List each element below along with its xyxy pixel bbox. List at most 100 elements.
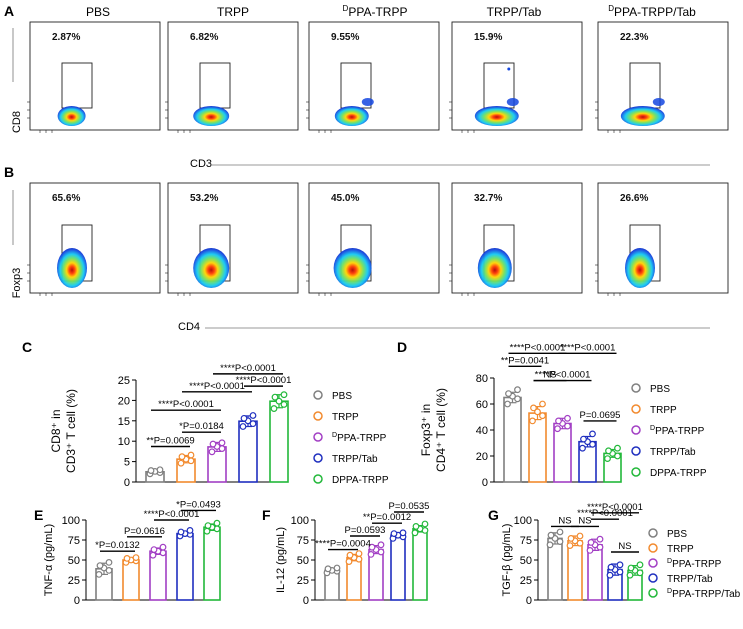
data-point [178,453,186,461]
flow-plot-b-5: 26.6% [595,182,729,296]
density-blob [625,248,655,288]
data-point [539,412,546,420]
data-point [324,565,332,573]
y-tick-label: 75 [68,535,80,547]
significance-label: ****P<0.0001 [189,381,245,392]
significance-label: *P=0.0493 [176,499,221,510]
data-point [616,561,624,569]
data-point [249,420,257,428]
bar [553,422,572,483]
y-axis-label: CD3⁺ T cell (%) [64,389,78,473]
legend-c: PBS TRPP DPPA-TRPP TRPP/Tab DPPA-TRPP [313,390,389,486]
legend-label: PBS [332,391,352,402]
legend-label: TRPP [650,405,677,416]
plot-frame [308,21,440,131]
density-blob [474,106,519,126]
y-tick-label: 10 [118,436,130,448]
density-blob [334,106,369,126]
density-spot [652,98,665,106]
plot-frame [308,182,440,294]
data-point [271,393,279,401]
panel-letter-e: E [34,507,43,523]
legend-label: DPPA-TRPP [332,475,389,486]
legend-sup: D [332,432,337,439]
y-tick-label: 25 [118,375,130,387]
significance-label: **P=0.0041 [501,355,549,366]
data-point [589,430,596,438]
cd3-axis-label: CD3 [190,158,212,170]
significance-label: ****P<0.0001 [560,342,616,353]
y-tick-label: 0 [526,595,532,607]
significance-label: P=0.0593 [345,525,386,536]
y-tick-label: 0 [482,477,488,489]
y-tick-label: 50 [297,555,309,567]
y-tick-label: 20 [118,395,130,407]
data-point [208,448,216,456]
legend-marker [648,528,658,538]
data-point [367,551,375,558]
panel-letter-d: D [397,339,407,355]
data-point [377,541,385,549]
data-point [529,417,536,425]
legend-marker [631,446,641,456]
title-trpp-tab: TRPP/Tab [487,5,542,19]
data-point [412,523,420,530]
gate-percentage: 53.2% [190,193,218,204]
data-point [576,532,584,540]
y-tick-label: 5 [124,457,130,469]
y-axis-label: TNF-α (pg/mL) [43,524,55,596]
data-point [346,551,354,559]
y-tick-label: 40 [476,425,488,437]
legend-label: TRPP/Tab [650,447,696,458]
significance-label: ****P<0.0001 [535,370,591,381]
data-point [280,401,288,408]
gate-percentage: 32.7% [474,193,502,204]
data-point [177,528,185,536]
data-point [579,444,586,452]
data-point [586,547,594,554]
bar [269,400,289,483]
legend-marker [313,432,323,442]
significance-label: ****P<0.0001 [510,342,566,353]
legend-label: DPPA-TRPP [650,468,707,479]
data-point [614,452,621,460]
panel-letter-c: C [22,339,32,355]
significance-label: ****P<0.0001 [220,363,276,374]
legend-marker [648,543,658,553]
legend-main: PPA-TRPP [337,433,387,444]
panel-letter-f: F [262,507,271,523]
y-tick-label: 80 [476,373,488,385]
data-point [132,554,140,561]
data-point [187,451,195,459]
density-blob [477,248,512,288]
data-point [530,404,537,412]
data-point [159,543,167,551]
data-point [95,571,103,578]
data-point [156,466,164,474]
bar-charts: 0 5 10 15 20 25 CD8⁺ in CD3⁺ T cell (%) **P=0.00… [43,342,644,607]
legend-label: TRPP/Tab [332,454,378,465]
plot-frame [29,21,161,131]
chart-e: 0 25 50 75 100 TNF-α (pg/mL) *P=0.0493****P<0.… [43,499,221,607]
legend-sup: D [667,588,672,595]
data-point [554,425,561,433]
data-point [280,391,288,399]
flow-plot-b-4: 32.7% [449,182,583,296]
flow-plot-b-2: 53.2% [165,182,299,296]
density-blob [57,106,86,126]
data-point [580,435,587,443]
chart-f: 0 25 50 75 100 IL-12 (pg/mL) P=0.0535**P=0.001… [275,501,429,607]
bar [390,534,406,601]
data-point [514,386,521,394]
density-spot [361,98,374,106]
data-point [614,444,621,452]
y-axis-label: CD8⁺ in [49,409,63,452]
density-blob [333,248,372,288]
foxp3-axis-label: Foxp3 [11,268,23,299]
data-point [275,397,283,405]
plot-frame [597,21,729,131]
y-axis-label: Foxp3⁺ in [419,404,433,456]
density-dot [507,67,511,71]
legend-marker [631,467,641,477]
y-tick-label: 0 [124,477,130,489]
